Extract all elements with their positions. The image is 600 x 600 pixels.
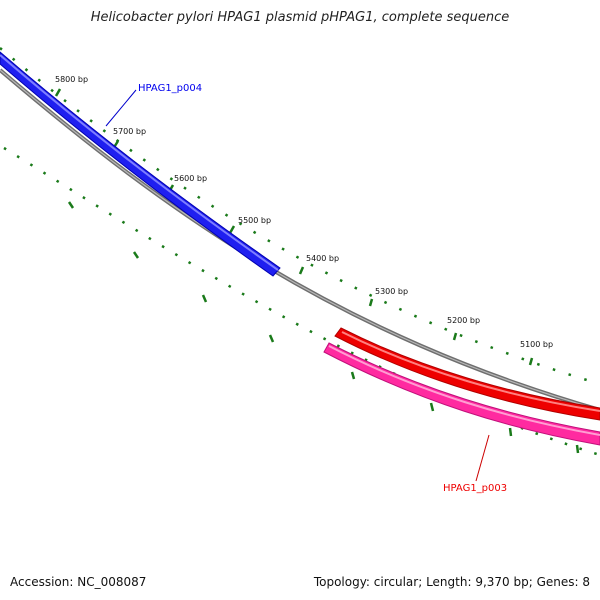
leader-line-hpag1-p003 <box>475 434 490 482</box>
gene-track-reverse <box>323 342 600 446</box>
map-title: Helicobacter pylori HPAG1 plasmid pHPAG1… <box>90 10 510 25</box>
tick-label-5700: 5700 bp <box>113 127 146 136</box>
major-ticks-inner <box>67 201 580 454</box>
tick-label-5500: 5500 bp <box>238 216 271 225</box>
inner-tick-ring <box>3 146 600 457</box>
tick-label-5800: 5800 bp <box>55 75 88 84</box>
tick-label-5200: 5200 bp <box>447 316 480 325</box>
tick-label-5600: 5600 bp <box>174 174 207 183</box>
gene-arrow-hpag1-p003[interactable] <box>334 327 600 421</box>
accession-label: Accession: NC_008087 <box>10 575 147 589</box>
outer-tick-ring <box>0 47 600 386</box>
tick-label-5100: 5100 bp <box>520 340 553 349</box>
tick-label-5400: 5400 bp <box>306 254 339 263</box>
leader-line-hpag1-p004 <box>105 89 137 127</box>
tick-label-5300: 5300 bp <box>375 287 408 296</box>
gene-label-hpag1-p004[interactable]: HPAG1_p004 <box>138 83 202 94</box>
topology-summary: Topology: circular; Length: 9,370 bp; Ge… <box>313 575 590 589</box>
gene-label-hpag1-p003[interactable]: HPAG1_p003 <box>443 483 507 494</box>
